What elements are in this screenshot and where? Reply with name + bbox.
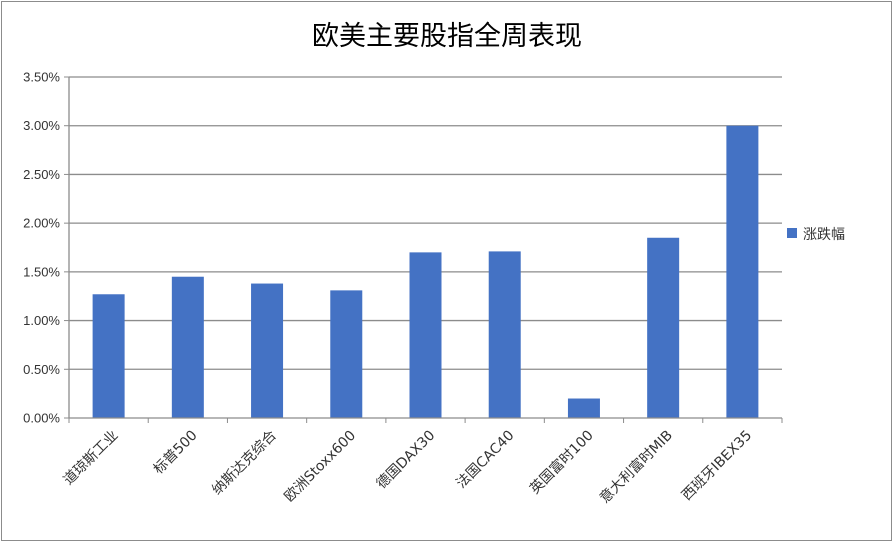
- x-axis: [68, 77, 783, 423]
- legend: 涨跌幅: [787, 227, 845, 243]
- y-tick-label: 0.00%: [23, 411, 60, 426]
- y-tick-label: 1.50%: [23, 264, 60, 279]
- y-tick-label: 1.00%: [23, 313, 60, 328]
- bar: [647, 237, 680, 418]
- bar: [567, 398, 600, 418]
- x-axis-labels: 道琼斯工业 标普500 纳斯达克综合 欧洲Stoxx600 德国DAX30 法国CAC40…: [61, 427, 756, 507]
- bar: [92, 294, 125, 418]
- bars: [92, 125, 759, 418]
- y-tick-label: 2.00%: [23, 216, 60, 231]
- legend-swatch: [787, 228, 797, 238]
- y-tick-label: 3.50%: [23, 70, 60, 85]
- x-category-label: 纳斯达克综合: [209, 428, 280, 499]
- bar: [488, 251, 521, 418]
- x-category-label: 道琼斯工业: [61, 428, 122, 489]
- bar: [330, 290, 363, 418]
- x-category-label: 西班牙IBEX35: [679, 428, 755, 504]
- bar: [251, 283, 284, 418]
- x-category-label: 意大利富时MIB: [596, 427, 676, 507]
- x-category-label: 欧洲Stoxx600: [281, 428, 359, 506]
- y-axis-ticks: 0.00% 0.50% 1.00% 1.50% 2.00% 2.50% 3.00% 3.50%: [23, 70, 69, 426]
- bar: [409, 252, 442, 418]
- bar: [171, 276, 204, 418]
- bar: [726, 125, 759, 418]
- x-category-label: 英国富时100: [526, 427, 597, 498]
- y-tick-label: 0.50%: [23, 362, 60, 377]
- legend-label: 涨跌幅: [803, 227, 845, 243]
- x-category-label: 标普500: [151, 428, 201, 478]
- x-category-label: 法国CAC40: [453, 428, 517, 492]
- y-tick-label: 2.50%: [23, 167, 60, 182]
- x-category-label: 德国DAX30: [374, 428, 439, 493]
- y-tick-label: 3.00%: [23, 118, 60, 133]
- chart-title: 欧美主要股指全周表现: [312, 21, 582, 52]
